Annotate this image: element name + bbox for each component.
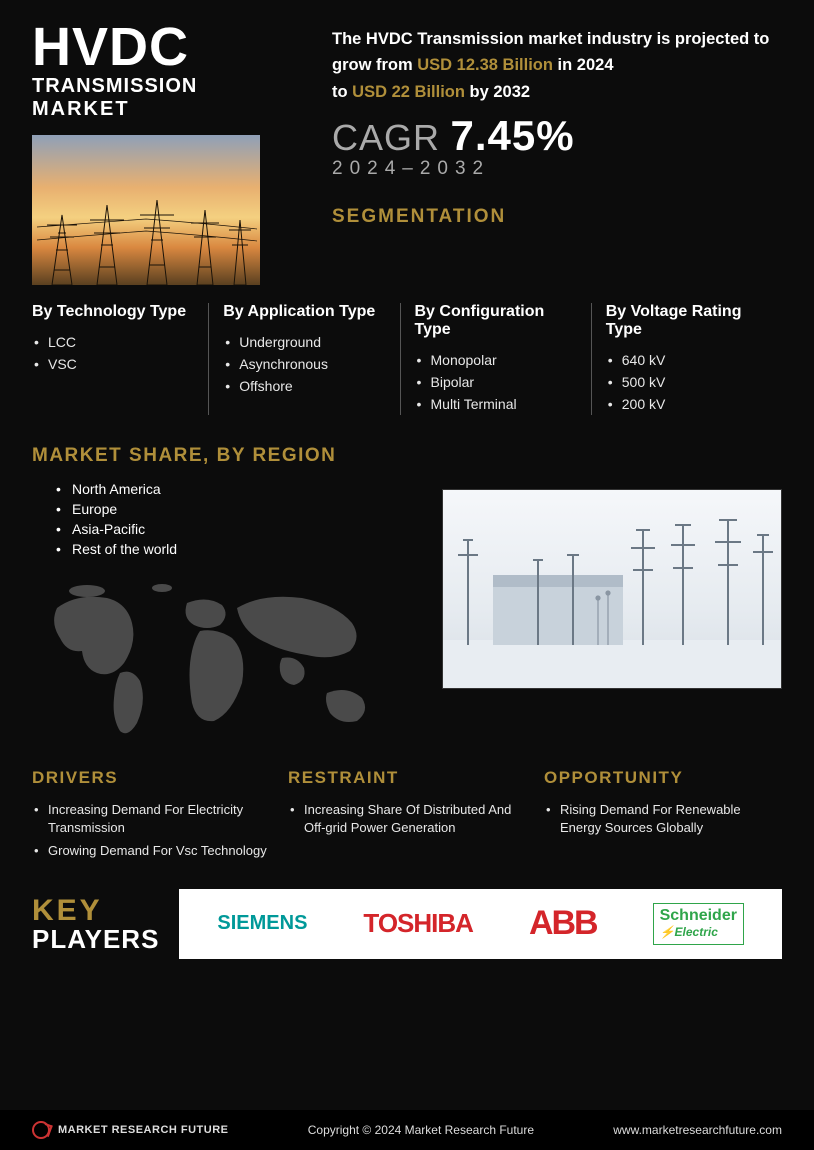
- list-item: VSC: [32, 353, 194, 375]
- summary-value-to: USD 22 Billion: [352, 83, 465, 101]
- hero-transmission-image: [32, 135, 260, 285]
- seg-col-voltage: By Voltage Rating Type 640 kV 500 kV 200…: [591, 303, 782, 415]
- list-item: Monopolar: [415, 349, 577, 371]
- region-heading: MARKET SHARE, BY REGION: [32, 445, 782, 467]
- list-item: Increasing Share Of Distributed And Off-…: [288, 798, 526, 839]
- opportunity-heading: OPPORTUNITY: [544, 768, 782, 788]
- subtitle-line2: MARKET: [32, 98, 312, 121]
- seg-head: By Configuration Type: [415, 303, 577, 339]
- list-item: Multi Terminal: [415, 393, 577, 415]
- siemens-logo: SIEMENS: [217, 912, 307, 935]
- cagr-label: CAGR: [332, 117, 440, 159]
- seg-head: By Voltage Rating Type: [606, 303, 768, 339]
- schneider-top: Schneider: [660, 907, 737, 924]
- seg-col-technology: By Technology Type LCC VSC: [32, 303, 208, 415]
- list-item: LCC: [32, 331, 194, 353]
- list-item: Asia-Pacific: [56, 519, 412, 539]
- cagr-range: 2024–2032: [332, 158, 782, 180]
- segmentation-heading: SEGMENTATION: [332, 206, 782, 228]
- list-item: Europe: [56, 499, 412, 519]
- substation-image: [442, 489, 782, 689]
- footer-logo-icon: [32, 1121, 50, 1139]
- list-item: Rising Demand For Renewable Energy Sourc…: [544, 798, 782, 839]
- key-label: KEY: [32, 896, 159, 926]
- summary-value-from: USD 12.38 Billion: [417, 56, 553, 74]
- seg-head: By Technology Type: [32, 303, 194, 321]
- drivers-column: DRIVERS Increasing Demand For Electricit…: [32, 768, 270, 863]
- players-label: PLAYERS: [32, 926, 159, 952]
- key-players-label: KEY PLAYERS: [32, 896, 159, 952]
- abb-logo: ABB: [529, 904, 597, 943]
- list-item: Bipolar: [415, 371, 577, 393]
- drivers-heading: DRIVERS: [32, 768, 270, 788]
- cagr-value: 7.45%: [450, 112, 574, 160]
- restraint-heading: RESTRAINT: [288, 768, 526, 788]
- seg-head: By Application Type: [223, 303, 385, 321]
- list-item: Offshore: [223, 375, 385, 397]
- schneider-sub: ⚡Electric: [660, 925, 718, 939]
- schneider-logo: Schneider ⚡Electric: [653, 903, 744, 945]
- list-item: 500 kV: [606, 371, 768, 393]
- summary-text: The HVDC Transmission market industry is…: [332, 26, 782, 105]
- list-item: Growing Demand For Vsc Technology: [32, 839, 270, 863]
- summary-suffix: by 2032: [465, 83, 530, 101]
- footer-url: www.marketresearchfuture.com: [613, 1123, 782, 1137]
- summary-line2-prefix: to: [332, 83, 352, 101]
- restraint-column: RESTRAINT Increasing Share Of Distribute…: [288, 768, 526, 863]
- list-item: Asynchronous: [223, 353, 385, 375]
- list-item: Increasing Demand For Electricity Transm…: [32, 798, 270, 839]
- region-list: North America Europe Asia-Pacific Rest o…: [56, 479, 412, 559]
- list-item: North America: [56, 479, 412, 499]
- toshiba-logo: TOSHIBA: [363, 908, 473, 939]
- main-title: HVDC: [32, 22, 312, 73]
- logos-box: SIEMENS TOSHIBA ABB Schneider ⚡Electric: [179, 889, 782, 959]
- summary-mid: in 2024: [553, 56, 614, 74]
- list-item: 200 kV: [606, 393, 768, 415]
- footer-brand: MARKET RESEARCH FUTURE: [58, 1124, 229, 1136]
- footer-copyright: Copyright © 2024 Market Research Future: [308, 1123, 534, 1137]
- subtitle-line1: TRANSMISSION: [32, 75, 312, 98]
- world-map-icon: [32, 573, 402, 743]
- seg-col-configuration: By Configuration Type Monopolar Bipolar …: [400, 303, 591, 415]
- list-item: Rest of the world: [56, 539, 412, 559]
- segmentation-grid: By Technology Type LCC VSC By Applicatio…: [32, 303, 782, 415]
- opportunity-column: OPPORTUNITY Rising Demand For Renewable …: [544, 768, 782, 863]
- pylon-silhouette-icon: [32, 195, 260, 285]
- list-item: Underground: [223, 331, 385, 353]
- list-item: 640 kV: [606, 349, 768, 371]
- seg-col-application: By Application Type Underground Asynchro…: [208, 303, 399, 415]
- footer: MARKET RESEARCH FUTURE Copyright © 2024 …: [0, 1110, 814, 1150]
